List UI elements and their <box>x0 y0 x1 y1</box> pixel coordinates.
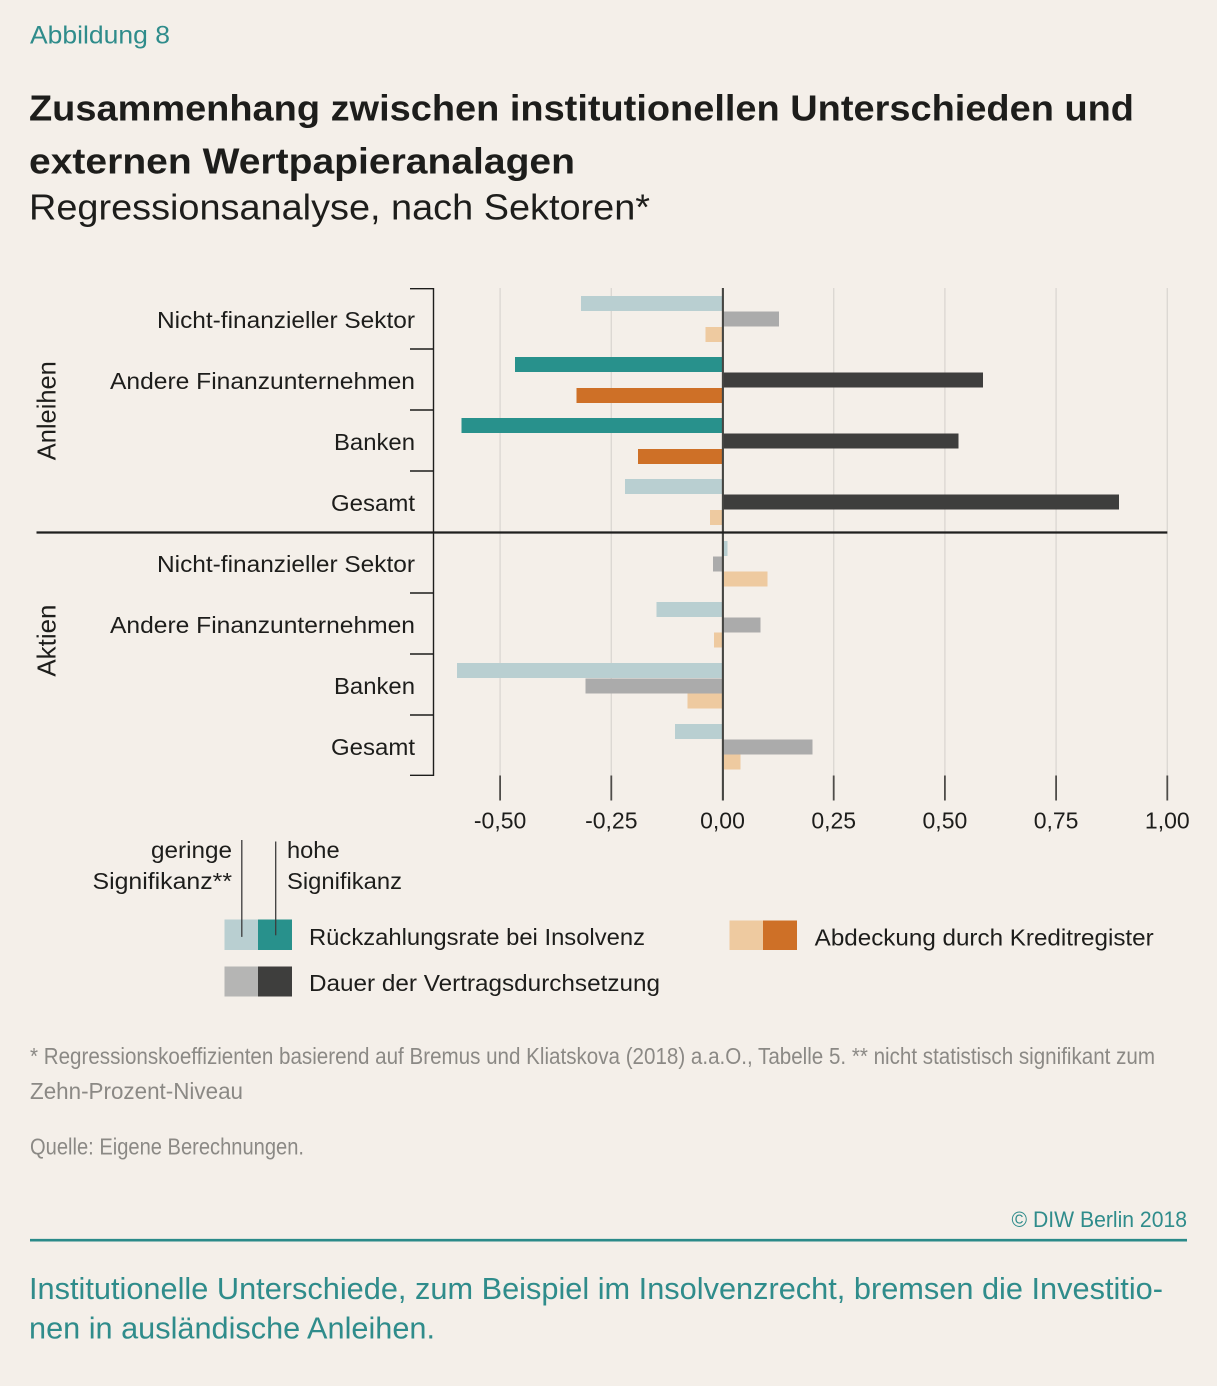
svg-text:0,25: 0,25 <box>811 808 856 834</box>
svg-text:Abbildung 8: Abbildung 8 <box>30 21 170 49</box>
svg-text:Zehn-Prozent-Niveau: Zehn-Prozent-Niveau <box>30 1078 243 1104</box>
svg-text:Banken: Banken <box>334 673 415 699</box>
svg-text:nen in ausländische Anleihen.: nen in ausländische Anleihen. <box>29 1311 435 1346</box>
svg-text:Gesamt: Gesamt <box>331 734 416 760</box>
svg-text:Andere Finanzunternehmen: Andere Finanzunternehmen <box>110 368 415 394</box>
svg-text:Regressionsanalyse, nach Sekto: Regressionsanalyse, nach Sektoren* <box>29 186 650 227</box>
svg-text:externen Wertpapieranalagen: externen Wertpapieranalagen <box>29 141 575 182</box>
svg-text:-0,50: -0,50 <box>474 808 526 834</box>
svg-text:Signifikanz: Signifikanz <box>287 868 402 894</box>
svg-text:0,00: 0,00 <box>700 808 745 834</box>
svg-text:Banken: Banken <box>334 429 415 455</box>
svg-text:Aktien: Aktien <box>32 605 62 677</box>
svg-text:Rückzahlungsrate bei Insolvenz: Rückzahlungsrate bei Insolvenz <box>309 924 645 950</box>
svg-text:Dauer der Vertragsdurchsetzung: Dauer der Vertragsdurchsetzung <box>309 970 660 996</box>
svg-text:Zusammenhang zwischen institut: Zusammenhang zwischen institutionellen U… <box>29 88 1134 129</box>
svg-text:geringe: geringe <box>151 837 232 863</box>
svg-text:Gesamt: Gesamt <box>331 490 416 516</box>
svg-text:© DIW Berlin 2018: © DIW Berlin 2018 <box>1012 1207 1188 1232</box>
svg-text:Quelle: Eigene Berechnungen.: Quelle: Eigene Berechnungen. <box>30 1134 304 1160</box>
svg-text:1,00: 1,00 <box>1145 808 1190 834</box>
svg-text:hohe: hohe <box>287 837 340 863</box>
svg-text:* Regressionskoeffizienten bas: * Regressionskoeffizienten basierend auf… <box>30 1043 1155 1069</box>
svg-text:Nicht-finanzieller Sektor: Nicht-finanzieller Sektor <box>157 307 415 333</box>
svg-text:Andere Finanzunternehmen: Andere Finanzunternehmen <box>110 612 415 638</box>
svg-text:-0,25: -0,25 <box>585 808 637 834</box>
svg-text:0,50: 0,50 <box>923 808 968 834</box>
svg-text:Nicht-finanzieller Sektor: Nicht-finanzieller Sektor <box>157 551 415 577</box>
svg-text:Abdeckung durch Kreditregister: Abdeckung durch Kreditregister <box>815 924 1154 950</box>
svg-text:Anleihen: Anleihen <box>32 361 62 460</box>
svg-text:0,75: 0,75 <box>1034 808 1079 834</box>
svg-text:Signifikanz**: Signifikanz** <box>93 868 233 894</box>
svg-text:Institutionelle Unterschiede,: Institutionelle Unterschiede, zum Beispi… <box>29 1271 1163 1306</box>
